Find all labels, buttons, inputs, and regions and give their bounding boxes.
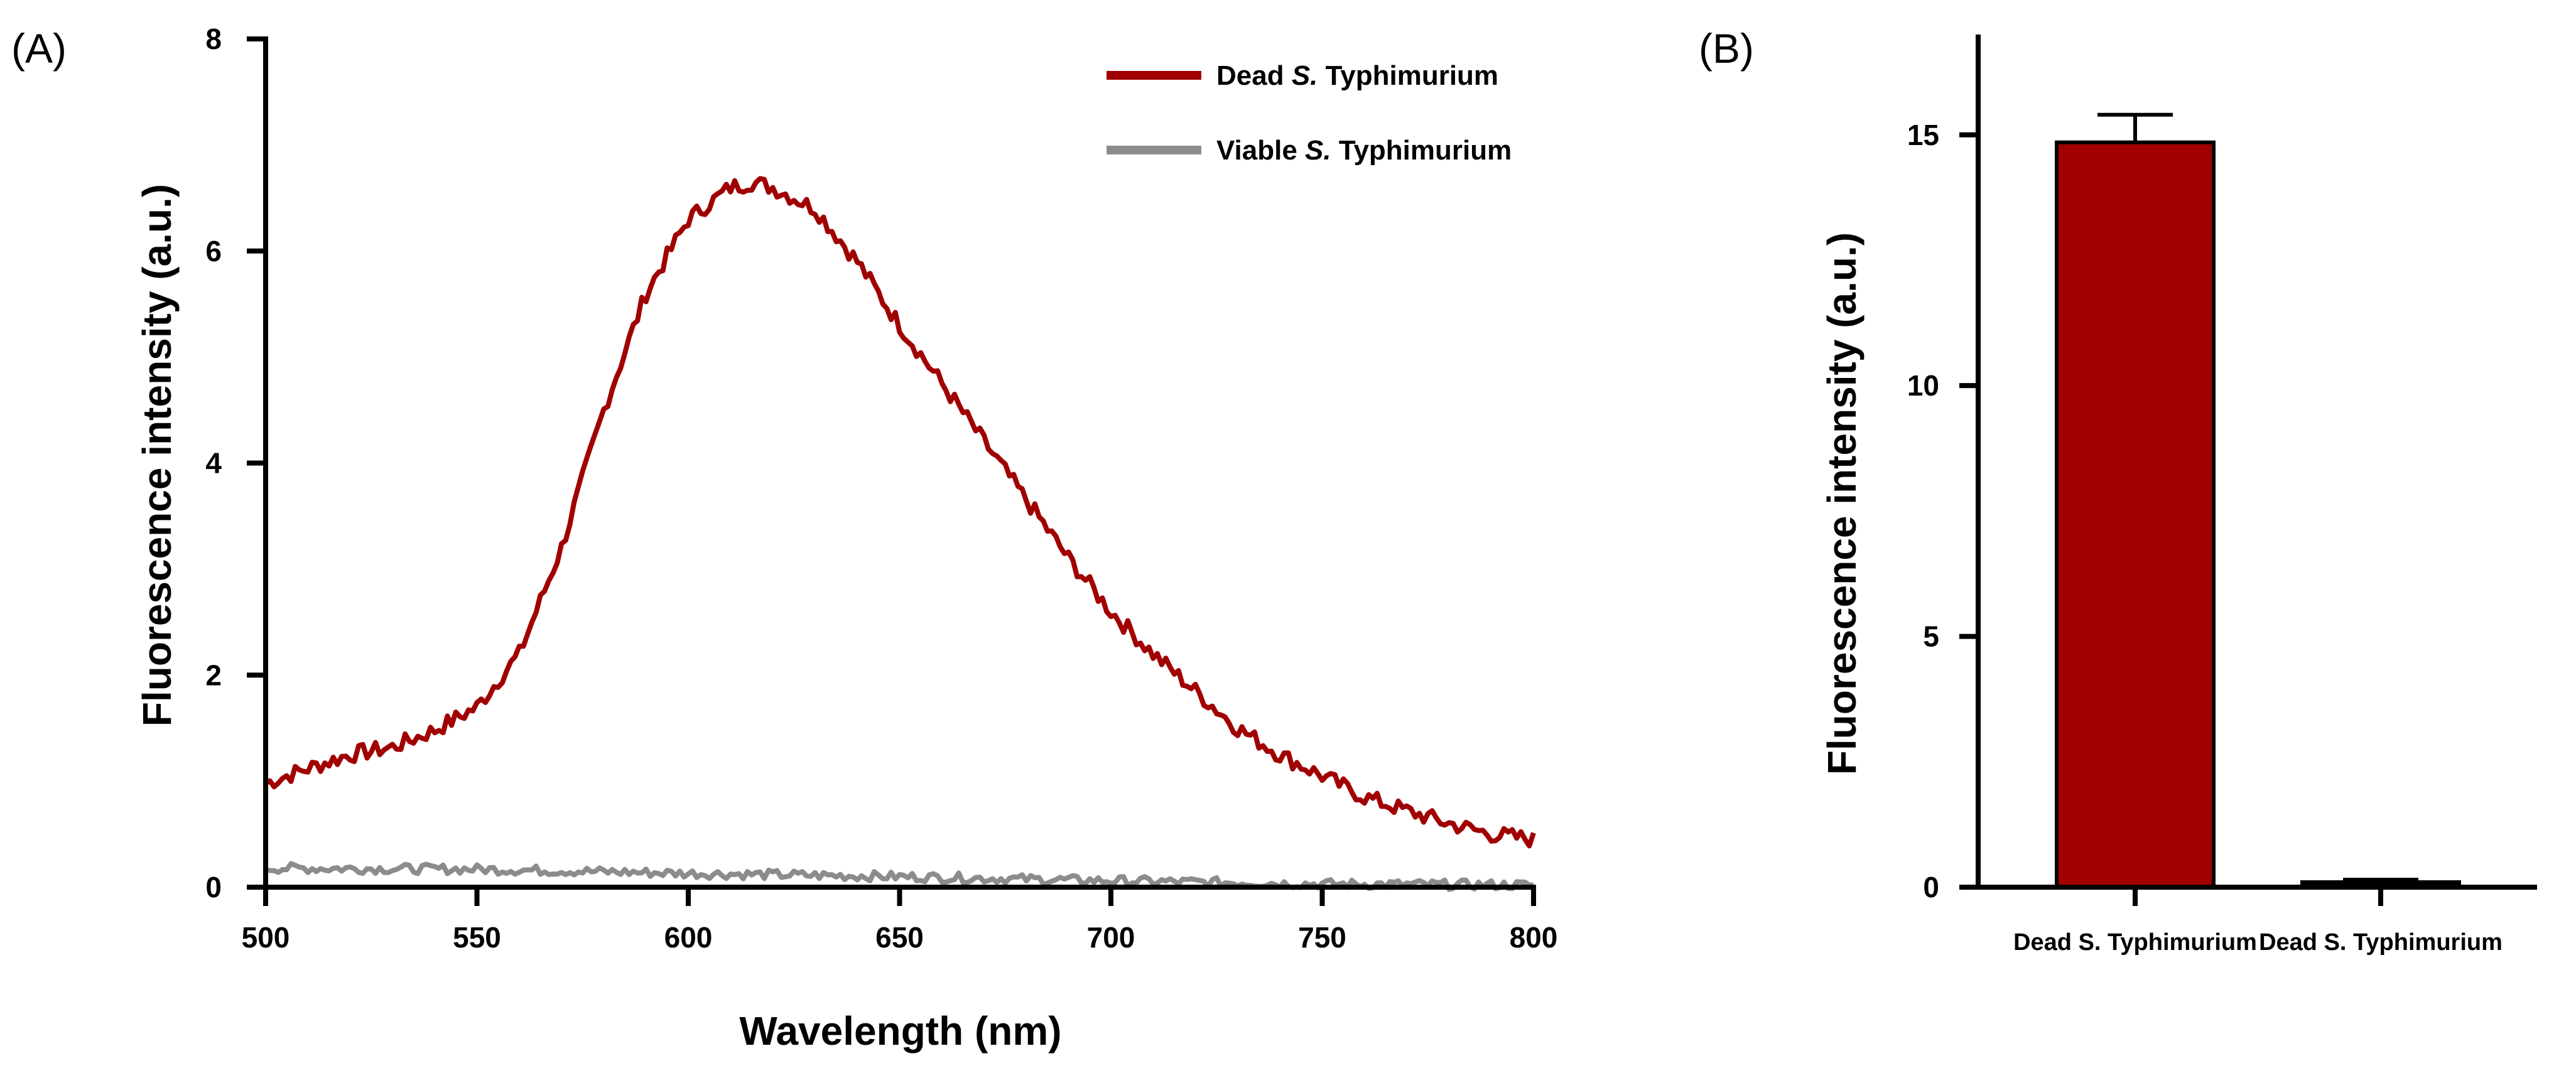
x-tick-label: 800 [1510, 921, 1558, 954]
y-tick-label: 8 [205, 23, 222, 55]
panel-a-label: (A) [11, 25, 67, 72]
y-tick-label: 2 [205, 659, 222, 691]
category-label: Dead S. Typhimurium [2013, 929, 2257, 956]
y-tick-label: 15 [1907, 119, 1939, 151]
dead-series-line [264, 176, 1536, 849]
panel-a-y-ticks: 0 2 4 6 8 [205, 23, 266, 903]
panel-a-legend: Dead S. Typhimurium Viable S. Typhimurium [1107, 60, 1512, 166]
panel-b-y-axis-title: Fluorescence intensity (a.u.) [1819, 232, 1864, 775]
category-label: Dead S. Typhimurium [2259, 929, 2503, 956]
x-tick-label: 500 [242, 921, 290, 954]
panel-a-y-axis-title: Fluorescence intensity (a.u.) [134, 184, 180, 726]
x-tick-label: 650 [875, 921, 924, 954]
x-tick-label: 550 [453, 921, 501, 954]
panel-b-label: (B) [1699, 25, 1754, 72]
viable-series-line [265, 861, 1534, 892]
bar [2055, 140, 2216, 889]
panel-b-categories: Dead S. Typhimurium Dead S. Typhimurium [2013, 887, 2503, 956]
panel-b-y-ticks: 0 5 10 15 [1907, 119, 1978, 903]
panel-a-series [264, 176, 1536, 892]
y-tick-label: 0 [1923, 871, 1939, 903]
panel-b-bar-chart: (B) 0 5 10 15 Dead S. Typhimurium Dead S. Ty… [1699, 25, 2537, 956]
panel-a-x-axis-title: Wavelength (nm) [739, 1008, 1061, 1054]
y-tick-label: 6 [205, 235, 222, 267]
legend-label: Dead S. Typhimurium [1216, 60, 1498, 91]
y-tick-label: 10 [1907, 369, 1939, 402]
x-tick-label: 700 [1087, 921, 1135, 954]
y-tick-label: 0 [205, 871, 222, 903]
x-tick-label: 750 [1298, 921, 1346, 954]
panel-b-bars [2055, 112, 2461, 889]
x-tick-label: 600 [664, 921, 713, 954]
y-tick-label: 4 [205, 447, 222, 480]
panel-a-x-ticks: 500 550 600 650 700 750 800 [242, 887, 1558, 954]
legend-label: Viable S. Typhimurium [1216, 135, 1512, 166]
panel-a-line-chart: (A) 0 2 4 6 8 500 550 600 650 700 750 800 Waveleng… [11, 23, 1557, 1054]
y-tick-label: 5 [1923, 620, 1939, 653]
panel-b-axes [1976, 35, 2537, 890]
